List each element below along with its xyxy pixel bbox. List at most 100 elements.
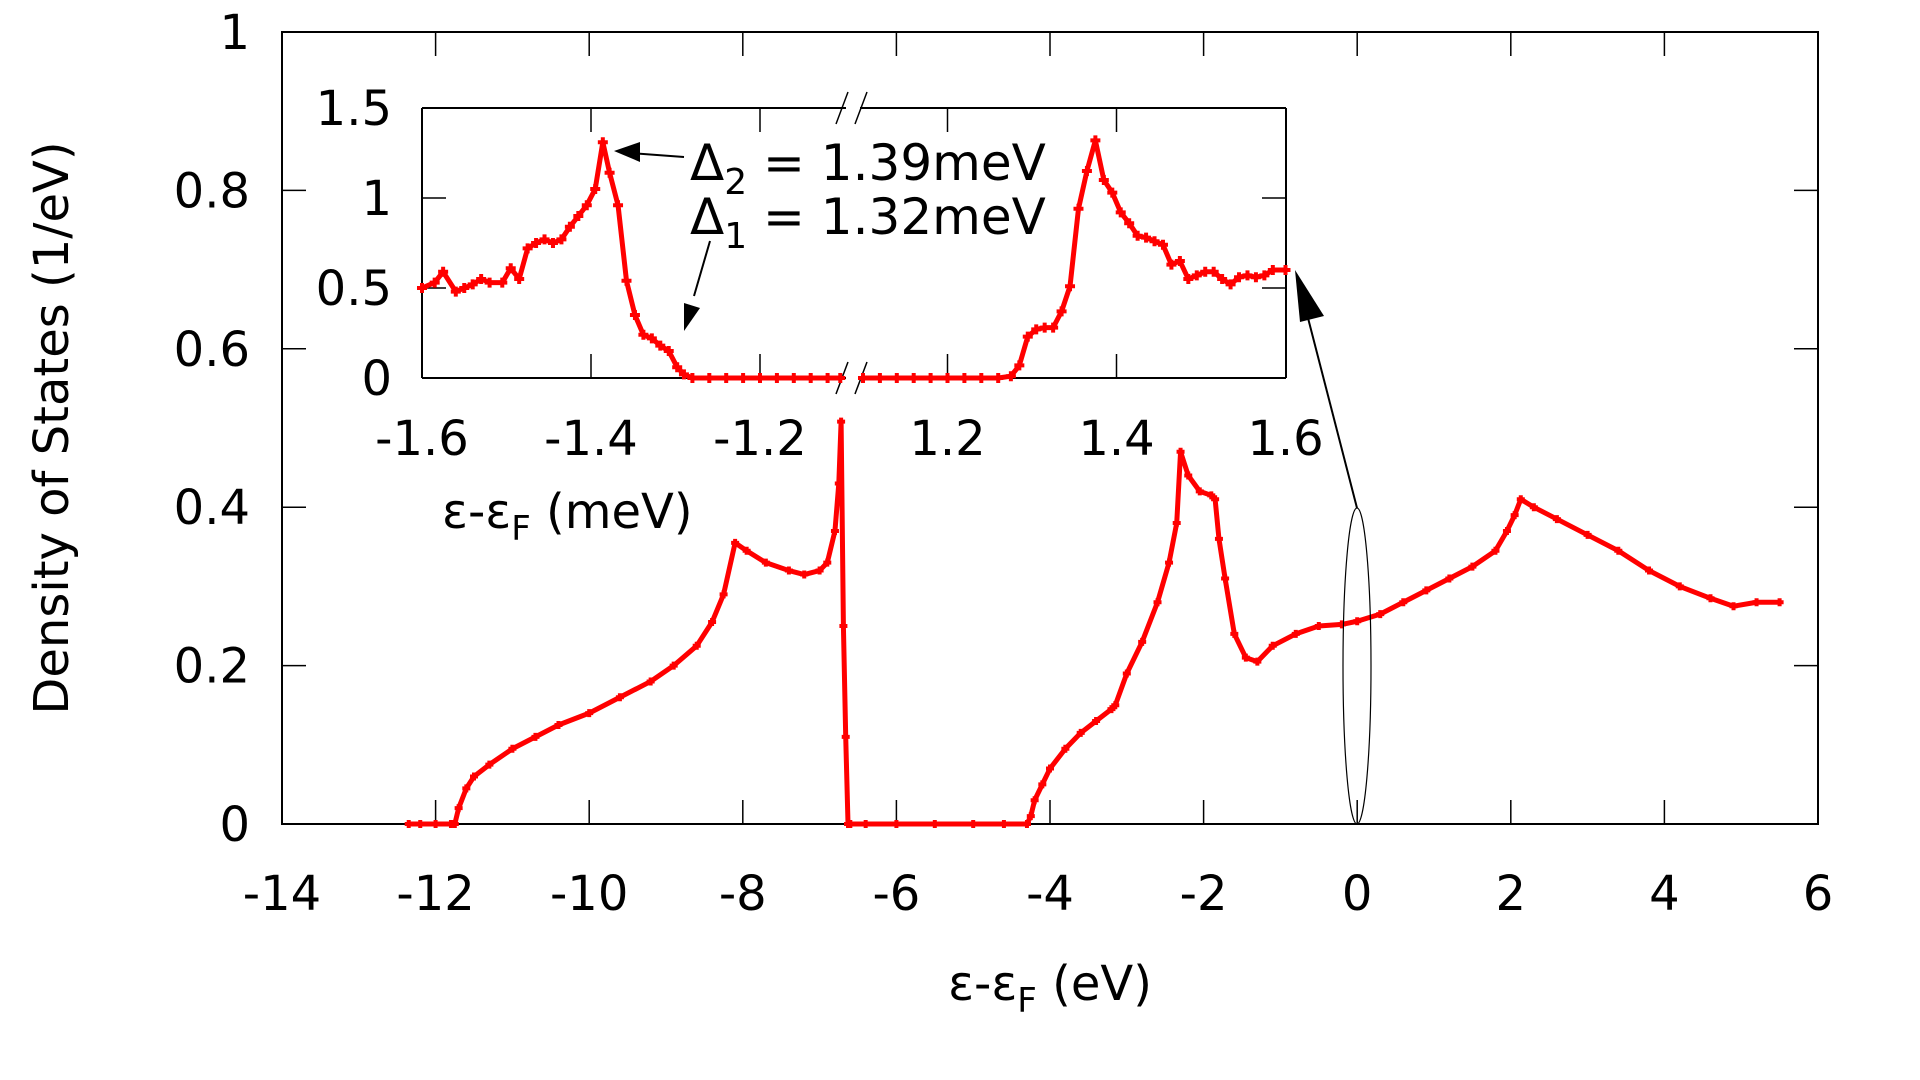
data-point-marker <box>597 137 608 148</box>
data-point-marker <box>721 373 732 383</box>
data-point-marker <box>858 373 868 383</box>
data-point-marker <box>742 546 751 555</box>
data-point-marker <box>1253 657 1262 666</box>
data-point-marker <box>547 238 558 248</box>
data-point-marker <box>1005 371 1016 382</box>
data-point-marker <box>835 373 846 383</box>
data-point-marker <box>1149 236 1160 247</box>
data-point-marker <box>908 373 919 383</box>
data-point-marker <box>1502 526 1511 535</box>
data-point-marker <box>841 732 850 741</box>
data-point-marker <box>1107 187 1118 198</box>
data-point-marker <box>613 200 624 211</box>
data-point-marker <box>615 693 624 702</box>
data-point-marker <box>1706 594 1715 603</box>
zoom-arrow-line <box>1307 317 1358 509</box>
data-point-marker <box>846 820 855 828</box>
data-point-marker <box>522 243 533 254</box>
data-point-marker <box>505 263 516 274</box>
data-point-marker <box>1174 256 1185 266</box>
data-point-marker <box>564 221 575 232</box>
data-point-marker <box>1422 586 1431 595</box>
data-point-marker <box>485 760 494 769</box>
data-point-marker <box>1221 574 1230 583</box>
data-point-marker <box>476 274 487 284</box>
data-point-marker <box>1399 598 1408 607</box>
inset-x-tick-label: -1.2 <box>713 411 807 467</box>
data-point-marker <box>755 373 765 383</box>
data-point-marker <box>1234 272 1245 283</box>
data-point-marker <box>531 238 542 248</box>
data-point-marker <box>993 373 1004 383</box>
data-point-marker <box>1098 175 1109 185</box>
data-point-marker <box>1065 281 1076 292</box>
data-point-marker <box>719 590 728 599</box>
data-point-marker <box>655 340 666 351</box>
data-point-marker <box>800 570 809 579</box>
data-point-marker <box>823 558 832 567</box>
data-point-marker <box>1090 135 1101 146</box>
data-point-marker <box>1081 166 1092 176</box>
data-point-marker <box>573 211 584 221</box>
data-point-marker <box>1115 207 1126 218</box>
data-point-marker <box>969 820 978 828</box>
data-point-marker <box>1337 620 1346 629</box>
data-point-marker <box>1491 546 1500 555</box>
main-x-axis-title: ε-εF (eV) <box>948 956 1152 1021</box>
data-point-marker <box>554 721 563 729</box>
data-point-marker <box>467 279 478 290</box>
data-point-marker <box>1030 796 1039 805</box>
x-tick-label: -6 <box>872 866 920 922</box>
data-point-marker <box>1022 331 1033 342</box>
data-point-marker <box>669 661 678 670</box>
data-point-marker <box>470 772 478 781</box>
data-point-marker <box>704 373 715 383</box>
inset-y-tick-label: 0.5 <box>316 261 392 317</box>
data-point-marker <box>450 820 459 828</box>
data-point-marker <box>621 275 632 286</box>
y-tick-label: 0.8 <box>174 163 250 219</box>
data-point-marker <box>1191 270 1202 281</box>
data-point-marker <box>892 820 901 828</box>
data-point-marker <box>1184 471 1193 480</box>
data-point-marker <box>1645 566 1654 575</box>
data-point-marker <box>930 820 939 828</box>
data-point-marker <box>508 744 517 753</box>
data-point-marker <box>1242 270 1253 281</box>
inset-x-axis-title: ε-εF (meV) <box>442 484 693 549</box>
data-point-marker <box>861 820 870 828</box>
x-tick-label: 2 <box>1496 866 1527 922</box>
inset-dos-curve <box>417 135 1291 383</box>
x-tick-label: 6 <box>1803 866 1834 922</box>
data-point-marker <box>687 373 698 383</box>
y-tick-label: 0.4 <box>174 480 250 536</box>
inset-plot: -1.6 -1.4 -1.2 1.2 1.4 1.6 0 0.5 1 1.5 ε-εF (meV… <box>316 81 1324 549</box>
data-point-marker <box>431 820 440 828</box>
inset-y-tick-label: 1.5 <box>316 81 392 137</box>
delta1-arrow-line <box>693 240 711 297</box>
data-point-marker <box>708 618 717 627</box>
data-point-marker <box>646 333 657 344</box>
data-point-marker <box>531 732 540 741</box>
data-point-marker <box>1729 602 1738 611</box>
data-point-marker <box>1165 558 1174 567</box>
data-point-marker <box>1208 266 1219 277</box>
data-point-marker <box>678 369 689 380</box>
data-point-marker <box>738 373 749 383</box>
y-tick-label: 1 <box>219 5 250 61</box>
data-point-marker <box>1200 266 1211 277</box>
data-point-marker <box>1014 360 1025 371</box>
fermi-level-ellipse <box>1342 507 1372 825</box>
x-tick-label: -8 <box>719 866 767 922</box>
data-point-marker <box>1529 503 1538 512</box>
data-point-marker <box>1061 744 1070 753</box>
inset-x-tick-label: 1.2 <box>909 411 985 467</box>
data-point-marker <box>942 373 953 383</box>
data-point-marker <box>429 277 440 288</box>
data-point-marker <box>438 266 449 277</box>
data-point-marker <box>1230 629 1239 638</box>
data-point-marker <box>1132 230 1143 241</box>
inset-x-tick-label: 1.4 <box>1078 411 1154 467</box>
data-point-marker <box>417 283 427 293</box>
data-point-marker <box>1022 820 1031 828</box>
